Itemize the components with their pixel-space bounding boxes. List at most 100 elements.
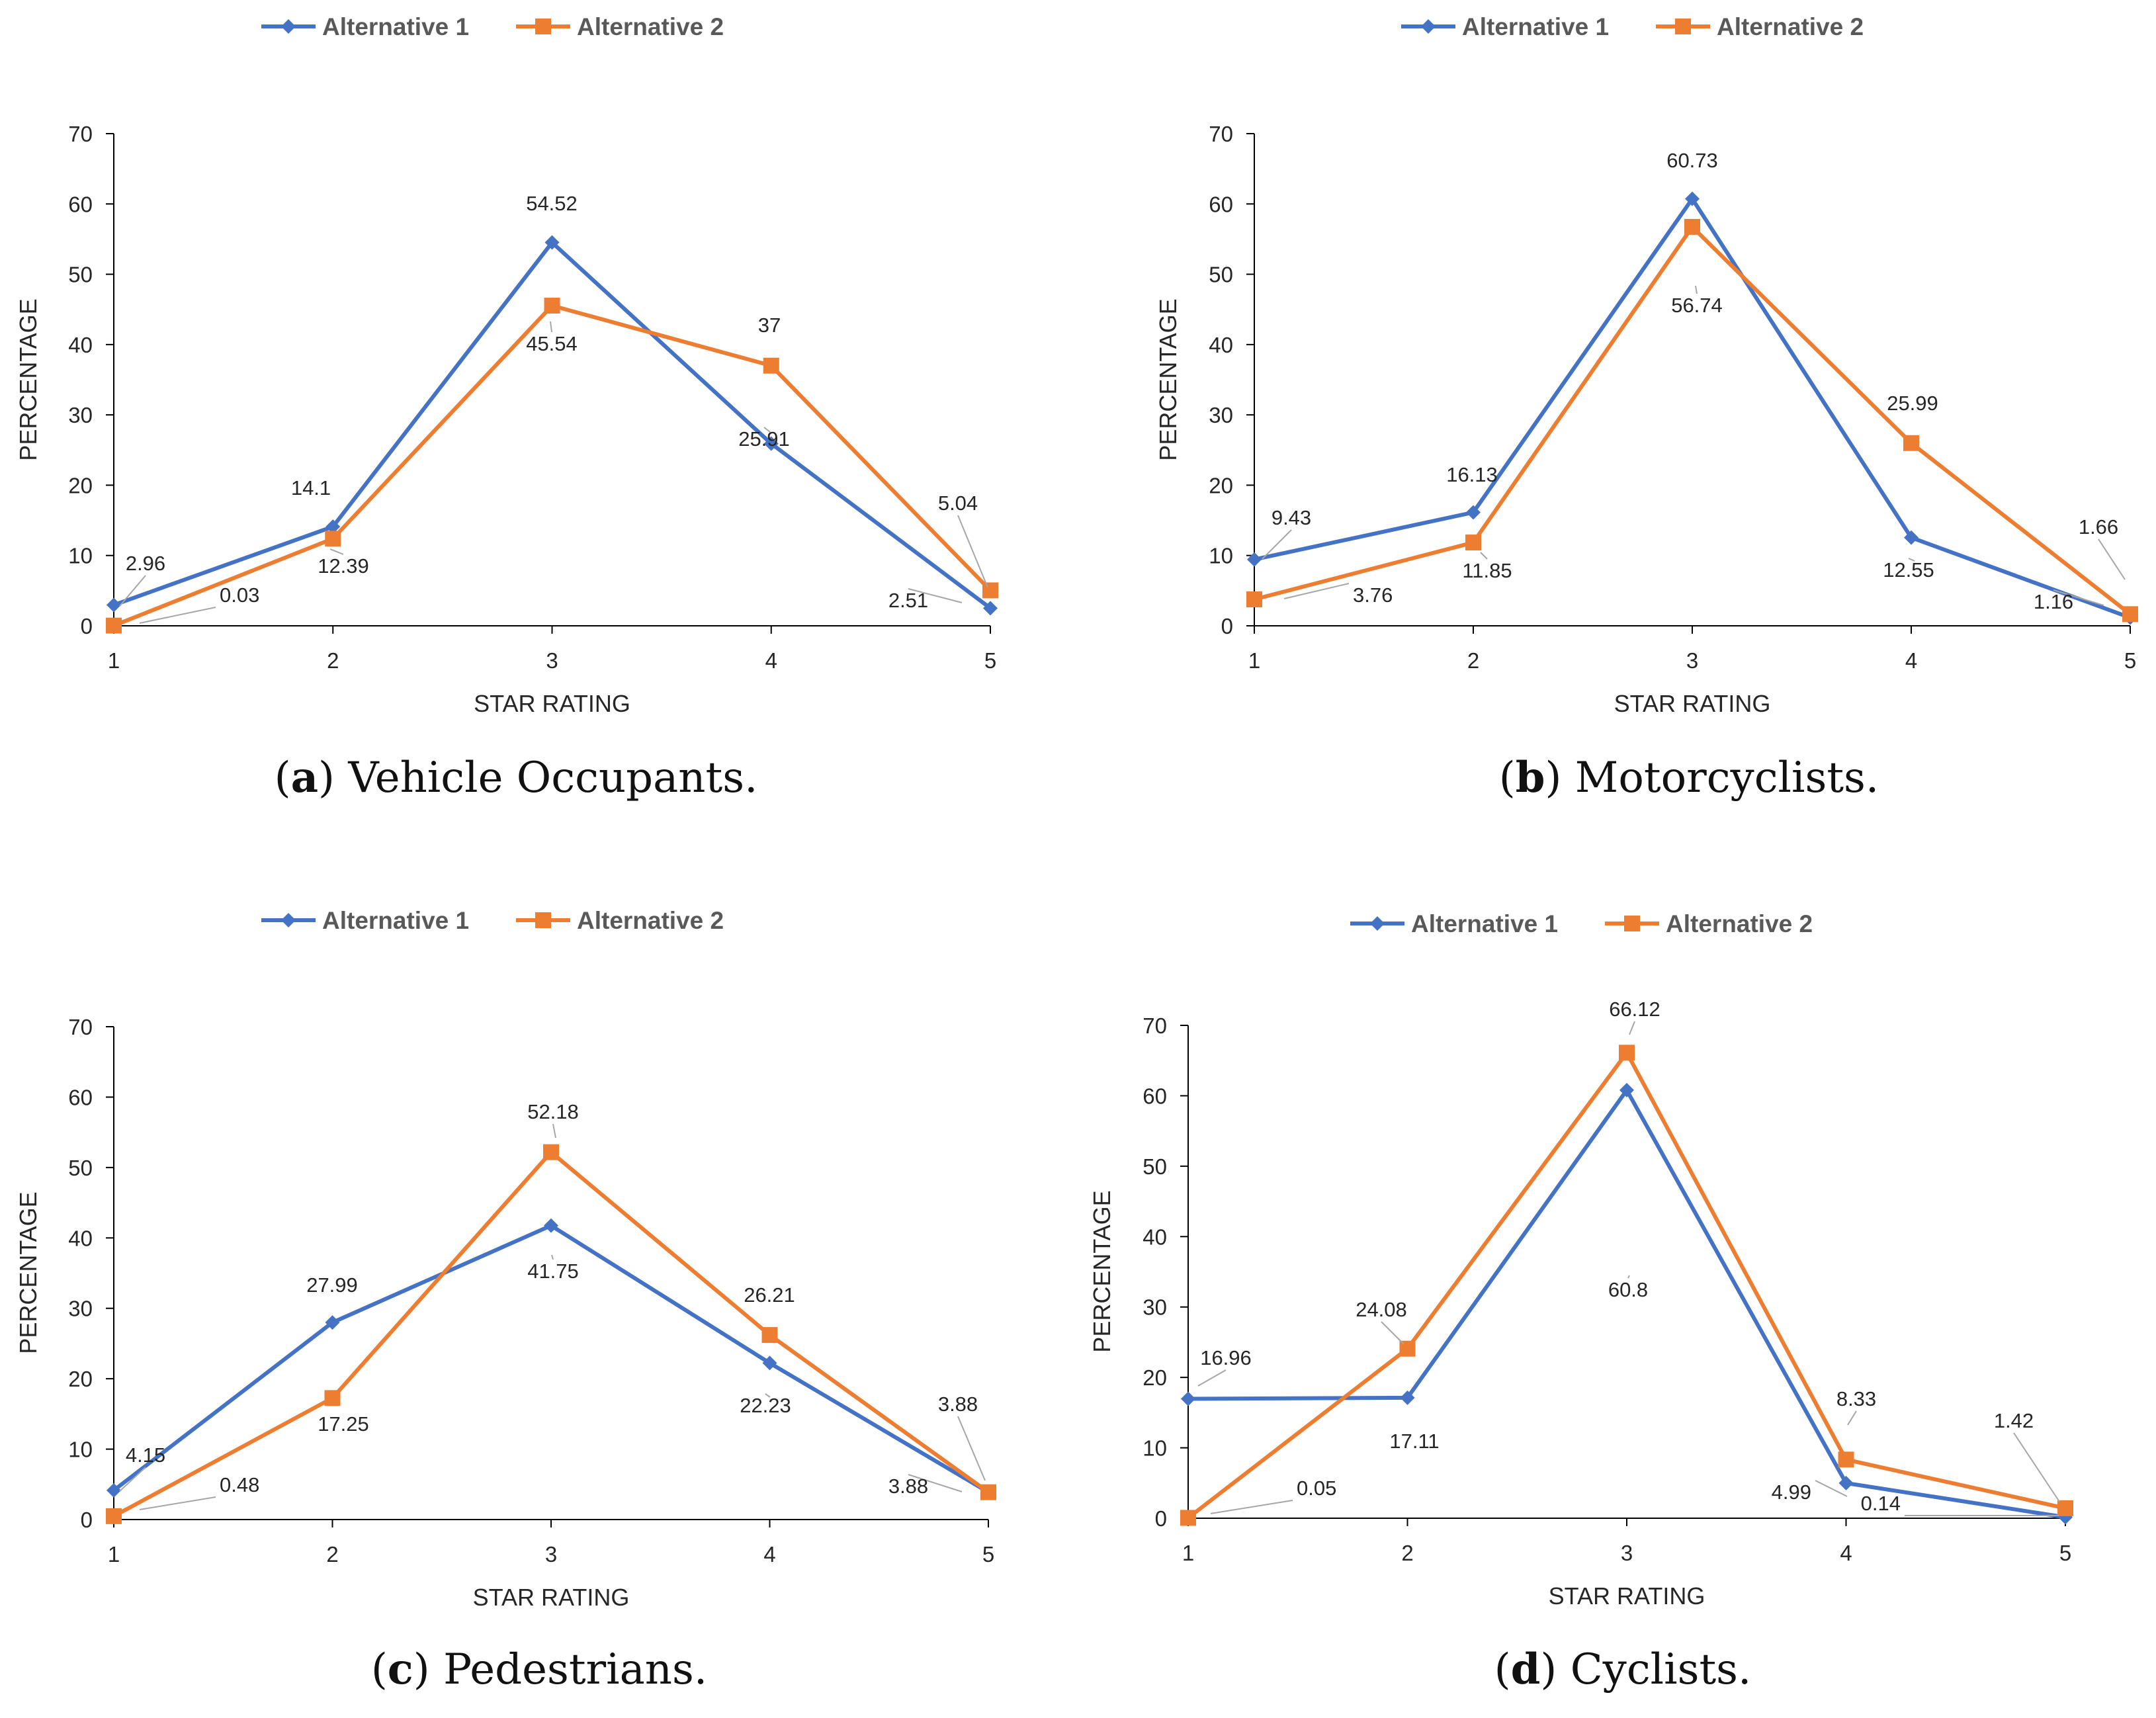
subfigure-caption: (c) Pedestrians. <box>371 1645 707 1694</box>
series-line-alternative-1 <box>1254 196 2132 620</box>
data-label-alternative-1: 2.96 <box>126 552 165 575</box>
leader-line <box>1847 1410 1857 1426</box>
legend-entry: Alternative 2 <box>577 13 724 40</box>
legend-entry: Alternative 2 <box>1717 13 1864 40</box>
leader-line <box>763 427 771 433</box>
data-point-alternative-1 <box>325 1315 340 1330</box>
data-label-alternative-2: 8.33 <box>1836 1387 1876 1410</box>
leader-line <box>1381 1321 1404 1345</box>
data-point-alternative-2 <box>2122 606 2138 623</box>
data-label-alternative-1: 16.13 <box>1446 463 1498 486</box>
y-tick-label: 30 <box>68 1297 93 1321</box>
y-tick-label: 10 <box>68 1438 93 1462</box>
data-label-alternative-2: 0.03 <box>220 583 259 607</box>
y-tick-label: 40 <box>68 333 93 357</box>
leader-line <box>957 1416 986 1481</box>
data-label-alternative-2: 1.66 <box>2079 515 2118 538</box>
data-label-alternative-2: 1.42 <box>1994 1409 2034 1432</box>
data-label-alternative-2: 52.18 <box>527 1100 579 1123</box>
legend-entry: Alternative 2 <box>1666 910 1813 937</box>
leader-line <box>551 1254 554 1260</box>
chart-d: Alternative 1 Alternative 2 0 10 20 30 40 50 60 7… <box>1088 910 2073 1694</box>
data-label-alternative-1: 54.52 <box>526 192 578 215</box>
caption-close-paren: ) <box>413 1645 443 1694</box>
data-label-alternative-2: 37 <box>758 314 781 337</box>
data-label-alternative-1: 0.14 <box>1861 1492 1901 1515</box>
data-point-alternative-2 <box>325 531 341 547</box>
y-tick-label: 70 <box>1143 1013 1167 1038</box>
y-tick-label: 30 <box>68 403 93 427</box>
leader-line <box>1627 1275 1630 1279</box>
data-label-alternative-2: 12.39 <box>318 554 369 578</box>
data-label-alternative-1: 4.15 <box>126 1443 165 1467</box>
data-point-alternative-2 <box>2057 1500 2073 1516</box>
x-axis-title: STAR RATING <box>1614 690 1771 717</box>
y-axis-title: PERCENTAGE <box>1088 1190 1115 1352</box>
data-point-alternative-2 <box>1246 591 1262 608</box>
data-label-alternative-1: 60.8 <box>1608 1278 1648 1301</box>
data-point-alternative-1 <box>1247 552 1262 567</box>
legend-marker <box>1675 19 1691 34</box>
data-label-alternative-1: 4.99 <box>1772 1481 1811 1504</box>
x-tick-label: 4 <box>1905 648 1917 673</box>
y-tick-label: 40 <box>1209 333 1233 357</box>
y-tick-label: 70 <box>1209 122 1233 146</box>
data-label-alternative-1: 22.23 <box>740 1394 791 1417</box>
data-label-alternative-1: 60.73 <box>1666 149 1718 172</box>
x-tick-label: 1 <box>1248 648 1260 673</box>
data-point-alternative-1 <box>1400 1390 1415 1405</box>
leader-line <box>908 1474 963 1492</box>
x-tick-label: 1 <box>1182 1541 1194 1565</box>
leader-line <box>139 1496 216 1510</box>
series-line-alternative-2 <box>112 1150 990 1518</box>
data-label-alternative-2: 66.12 <box>1609 998 1660 1021</box>
subfigure-caption: (a) Vehicle Occupants. <box>275 753 758 802</box>
leader-line <box>1283 583 1350 599</box>
y-tick-label: 20 <box>68 1367 93 1391</box>
y-tick-label: 10 <box>1209 544 1233 568</box>
data-point-alternative-1 <box>983 601 998 616</box>
y-tick-label: 60 <box>1143 1084 1167 1108</box>
caption-text: Motorcyclists. <box>1575 753 1879 802</box>
data-label-alternative-2: 26.21 <box>744 1283 795 1307</box>
y-tick-label: 20 <box>1143 1365 1167 1390</box>
y-tick-label: 30 <box>1209 403 1233 427</box>
data-point-alternative-1 <box>1685 191 1700 206</box>
legend-marker <box>1624 916 1640 931</box>
x-tick-label: 5 <box>2059 1541 2071 1565</box>
leader-line <box>552 1123 556 1138</box>
data-point-alternative-2 <box>982 582 998 599</box>
x-tick-label: 2 <box>326 1542 338 1567</box>
y-tick-label: 20 <box>1209 473 1233 497</box>
data-label-alternative-1: 9.43 <box>1272 506 1311 529</box>
data-label-alternative-2: 5.04 <box>938 492 978 515</box>
data-point-alternative-1 <box>763 436 779 451</box>
x-tick-label: 5 <box>2124 648 2136 673</box>
y-axis-title: PERCENTAGE <box>15 298 42 460</box>
legend-marker <box>1370 916 1385 931</box>
x-tick-label: 3 <box>546 648 558 673</box>
data-point-alternative-2 <box>1838 1451 1854 1468</box>
legend: Alternative 1 Alternative 2 <box>261 13 724 40</box>
data-label-alternative-1: 3.88 <box>888 1475 928 1498</box>
legend-entry: Alternative 2 <box>577 907 724 934</box>
legend: Alternative 1 Alternative 2 <box>261 907 724 934</box>
data-point-alternative-2 <box>106 617 122 634</box>
data-point-alternative-2 <box>761 1327 778 1344</box>
y-tick-label: 0 <box>1155 1506 1167 1531</box>
x-tick-label: 4 <box>1840 1541 1852 1565</box>
leader-line <box>2013 1432 2060 1502</box>
y-tick-label: 50 <box>68 1156 93 1180</box>
data-label-alternative-2: 56.74 <box>1671 294 1723 317</box>
caption-letter: b <box>1516 753 1545 802</box>
caption-open-paren: ( <box>1499 753 1516 802</box>
x-tick-label: 3 <box>1686 648 1698 673</box>
y-tick-label: 0 <box>81 1508 93 1532</box>
subfigure-caption: (d) Cyclists. <box>1494 1645 1752 1694</box>
legend-entry: Alternative 1 <box>1411 910 1558 937</box>
data-point-alternative-1 <box>1181 1391 1195 1406</box>
data-label-alternative-1: 2.51 <box>888 589 928 612</box>
caption-close-paren: ) <box>318 753 348 802</box>
y-tick-label: 0 <box>1221 614 1233 638</box>
data-label-alternative-1: 17.11 <box>1389 1430 1439 1453</box>
